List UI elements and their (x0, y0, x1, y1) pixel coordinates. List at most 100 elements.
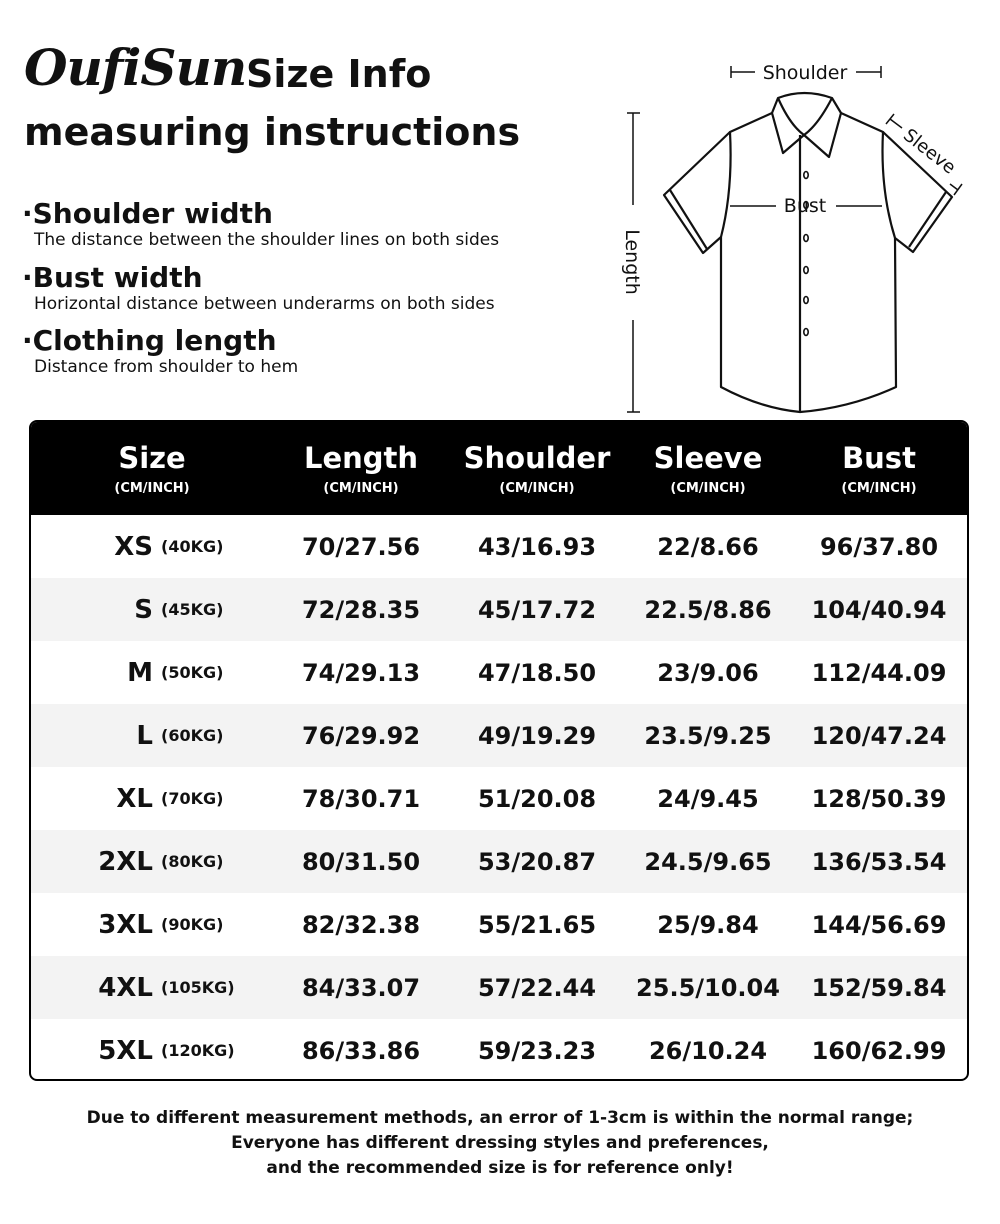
instruction-heading: ·Bust width (22, 261, 203, 294)
bust-cell: 120/47.24 (811, 721, 947, 750)
column-unit: (CM/INCH) (114, 481, 190, 496)
sleeve-cell: 22/8.66 (657, 532, 759, 561)
shoulder-cell: 57/22.44 (477, 973, 597, 1002)
table-row: 4XL (105KG) 84/33.07 57/22.44 25.5/10.04 152/… (31, 956, 967, 1019)
column-unit: (CM/INCH) (670, 481, 746, 496)
size-label: XL (116, 783, 153, 814)
shoulder-cell: 59/23.23 (477, 1036, 597, 1065)
table-row: 5XL (120KG) 86/33.86 59/23.23 26/10.24 160/62… (31, 1019, 967, 1079)
column-label: Sleeve (653, 441, 763, 475)
column-label: Shoulder (463, 441, 611, 475)
shoulder-cell: 47/18.50 (477, 658, 597, 687)
size-cell: 3XL (90KG) (31, 910, 273, 940)
sleeve-cell: 24/9.45 (657, 784, 759, 813)
sleeve-cell: 23.5/9.25 (644, 721, 772, 750)
right-cuff (908, 191, 947, 248)
left-cuff (669, 189, 708, 250)
footer-line: Everyone has different dressing styles a… (231, 1133, 769, 1153)
page-title: Size Info (246, 52, 432, 96)
column-header: Sleeve (CM/INCH) (625, 422, 791, 515)
sleeve-cell: 23/9.06 (657, 658, 759, 687)
weight-label: (80KG) (161, 852, 224, 871)
shoulder-cell: 43/16.93 (477, 532, 597, 561)
size-table: Size (CM/INCH) Length (CM/INCH) Shoulder (CM/… (29, 420, 969, 1081)
footer-line: and the recommended size is for referenc… (266, 1158, 734, 1178)
size-cell: XS (40KG) (31, 532, 273, 562)
size-label: L (136, 720, 153, 751)
length-cell: 74/29.13 (301, 658, 421, 687)
length-cell: 76/29.92 (301, 721, 421, 750)
column-header: Length (CM/INCH) (273, 422, 449, 515)
instruction-desc: Distance from shoulder to hem (34, 357, 299, 377)
size-cell: XL (70KG) (31, 784, 273, 814)
column-unit: (CM/INCH) (323, 481, 399, 496)
sleeve-dimension (885, 113, 963, 196)
bust-cell: 136/53.54 (811, 847, 947, 876)
column-header: Size (CM/INCH) (31, 422, 273, 515)
column-unit: (CM/INCH) (499, 481, 575, 496)
size-label: XS (114, 531, 153, 562)
left-sleeve (662, 131, 731, 255)
bust-cell: 104/40.94 (811, 595, 947, 624)
length-cell: 78/30.71 (301, 784, 421, 813)
size-cell: 2XL (80KG) (31, 847, 273, 877)
column-label: Bust (842, 441, 916, 475)
sleeve-cell: 24.5/9.65 (644, 847, 772, 876)
brand-logo: OufiSun (24, 38, 247, 97)
table-row: XL (70KG) 78/30.71 51/20.08 24/9.45 128/50.39 (31, 767, 967, 830)
instruction-length: ·Clothing length Distance from shoulder … (22, 325, 299, 378)
bust-cell: 128/50.39 (811, 784, 947, 813)
column-unit: (CM/INCH) (841, 481, 917, 496)
shirt-diagram: Bust Shoulder Length Sleeve (621, 62, 963, 414)
size-cell: 5XL (120KG) (31, 1036, 273, 1066)
size-label: 4XL (98, 972, 153, 1003)
footer-note: Due to different measurement methods, an… (0, 1106, 1000, 1181)
instruction-desc: The distance between the shoulder lines … (34, 230, 500, 250)
size-label: M (127, 657, 153, 688)
length-cell: 86/33.86 (301, 1036, 421, 1065)
size-label: 3XL (98, 909, 153, 940)
weight-label: (90KG) (161, 915, 224, 934)
sleeve-label: Sleeve (899, 125, 959, 179)
table-body: XS (40KG) 70/27.56 43/16.93 22/8.66 96/37.80 S… (31, 515, 967, 1079)
weight-label: (50KG) (161, 663, 224, 682)
bust-cell: 144/56.69 (811, 910, 947, 939)
size-label: S (134, 594, 153, 625)
length-cell: 82/32.38 (301, 910, 421, 939)
size-cell: S (45KG) (31, 595, 273, 625)
bust-cell: 152/59.84 (811, 973, 947, 1002)
table-header: Size (CM/INCH) Length (CM/INCH) Shoulder (CM/… (31, 422, 967, 515)
size-label: 5XL (98, 1035, 153, 1066)
shoulder-cell: 49/19.29 (477, 721, 597, 750)
bust-label: Bust (784, 195, 826, 217)
bust-cell: 96/37.80 (819, 532, 939, 561)
page-subtitle: measuring instructions (24, 110, 521, 154)
weight-label: (45KG) (161, 600, 224, 619)
table-row: M (50KG) 74/29.13 47/18.50 23/9.06 112/44.09 (31, 641, 967, 704)
table-row: S (45KG) 72/28.35 45/17.72 22.5/8.86 104/40.9… (31, 578, 967, 641)
bust-cell: 160/62.99 (811, 1036, 947, 1065)
instruction-heading: ·Shoulder width (22, 197, 273, 230)
footer-line: Due to different measurement methods, an… (86, 1108, 914, 1128)
instruction-bust: ·Bust width Horizontal distance between … (22, 261, 495, 315)
shoulder-cell: 45/17.72 (477, 595, 597, 624)
instruction-shoulder: ·Shoulder width The distance between the… (22, 197, 500, 251)
table-row: 3XL (90KG) 82/32.38 55/21.65 25/9.84 144/56.6… (31, 893, 967, 956)
length-cell: 72/28.35 (301, 595, 421, 624)
weight-label: (60KG) (161, 726, 224, 745)
size-cell: L (60KG) (31, 721, 273, 751)
shoulder-cell: 51/20.08 (477, 784, 597, 813)
size-cell: 4XL (105KG) (31, 973, 273, 1003)
size-cell: M (50KG) (31, 658, 273, 688)
length-label: Length (621, 229, 643, 295)
table-row: 2XL (80KG) 80/31.50 53/20.87 24.5/9.65 136/53… (31, 830, 967, 893)
length-cell: 70/27.56 (301, 532, 421, 561)
sleeve-cell: 22.5/8.86 (644, 595, 772, 624)
length-cell: 84/33.07 (301, 973, 421, 1002)
shoulder-label: Shoulder (763, 62, 848, 84)
column-header: Shoulder (CM/INCH) (449, 422, 625, 515)
instruction-desc: Horizontal distance between underarms on… (34, 294, 495, 314)
weight-label: (70KG) (161, 789, 224, 808)
right-sleeve (882, 131, 954, 254)
length-cell: 80/31.50 (301, 847, 421, 876)
